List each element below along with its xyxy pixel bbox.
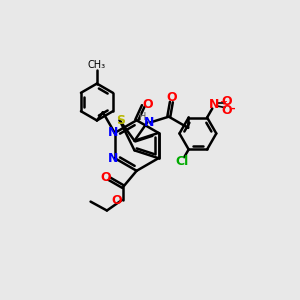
Text: O: O: [142, 98, 153, 111]
Text: N: N: [209, 98, 220, 111]
Text: S: S: [116, 114, 125, 128]
Text: CH₃: CH₃: [88, 60, 106, 70]
Text: O: O: [100, 171, 111, 184]
Text: O: O: [166, 91, 177, 104]
Text: H: H: [139, 112, 146, 122]
Text: O: O: [221, 95, 232, 108]
Text: N: N: [144, 116, 154, 129]
Text: O: O: [111, 194, 122, 207]
Text: Cl: Cl: [175, 155, 188, 168]
Text: N: N: [108, 126, 119, 140]
Text: O: O: [221, 104, 232, 117]
Text: +: +: [219, 97, 227, 107]
Text: -: -: [231, 104, 235, 114]
Text: N: N: [108, 152, 119, 165]
